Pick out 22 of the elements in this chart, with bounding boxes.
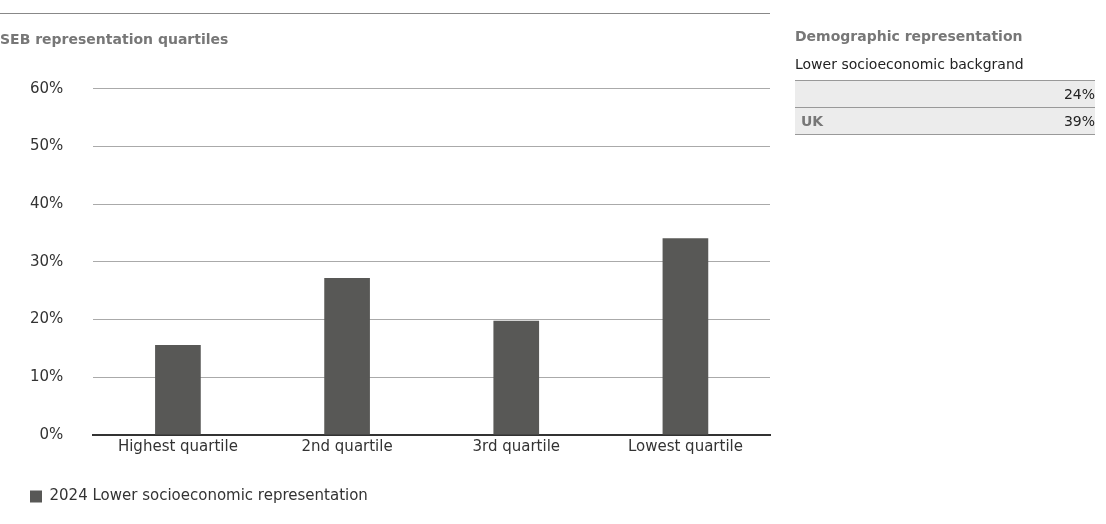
x-tick-label: 2nd quartile bbox=[301, 436, 393, 455]
x-tick-label: Highest quartile bbox=[117, 436, 238, 455]
bar bbox=[155, 344, 201, 435]
y-tick-label: 50% bbox=[30, 136, 64, 155]
text: 39% bbox=[1063, 113, 1095, 129]
category-label: UK bbox=[801, 113, 824, 129]
bar bbox=[493, 320, 540, 435]
y-tick-label: 40% bbox=[30, 194, 64, 213]
text: Lower socioeconomic backgrand bbox=[795, 56, 1025, 72]
legend-label: 2024 Lower socioeconomic representation bbox=[49, 486, 368, 505]
text: Demographic representation bbox=[795, 28, 1024, 44]
y-tick-label: 20% bbox=[30, 309, 64, 328]
y-tick-label: 10% bbox=[30, 367, 64, 386]
chart-title: SEB representation quartiles bbox=[0, 31, 229, 48]
y-tick-label: 0% bbox=[39, 424, 64, 443]
y-tick-label: 60% bbox=[30, 78, 64, 97]
x-tick-label: Lowest quartile bbox=[627, 436, 743, 455]
x-tick-label: 3rd quartile bbox=[472, 436, 561, 455]
bar bbox=[662, 238, 709, 435]
bar bbox=[324, 278, 370, 435]
y-tick-label: 30% bbox=[30, 251, 64, 270]
text: 24% bbox=[1063, 86, 1095, 102]
